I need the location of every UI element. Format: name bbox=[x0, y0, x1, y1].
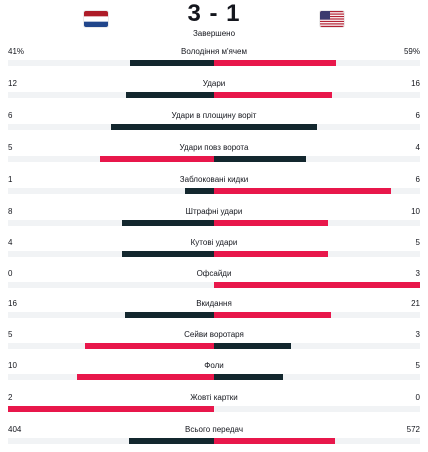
stat-row-goalkeeper-saves: 5 Сейви воротаря 3 bbox=[0, 330, 428, 352]
stat-label: Вкидання bbox=[196, 299, 232, 308]
away-stat-bar bbox=[214, 220, 329, 226]
away-stat-bar bbox=[214, 156, 306, 162]
stat-track bbox=[8, 312, 420, 318]
stat-row-possession: 41% Володіння м'ячем 59% bbox=[0, 47, 428, 69]
away-stat-value: 5 bbox=[415, 238, 420, 247]
away-stat-bar bbox=[214, 251, 329, 257]
home-stat-value: 1 bbox=[8, 175, 13, 184]
stat-track bbox=[8, 188, 420, 194]
home-stat-bar bbox=[99, 156, 214, 162]
home-stat-bar bbox=[184, 188, 214, 194]
stat-row-total-passes: 404 Всього передач 572 bbox=[0, 425, 428, 447]
stat-label: Всього передач bbox=[185, 425, 243, 434]
stat-row-shots: 12 Удари 16 bbox=[0, 79, 428, 101]
score-header: 3 - 1 Завершено bbox=[0, 0, 428, 44]
stat-label: Удари повз ворота bbox=[179, 143, 249, 152]
home-stat-bar bbox=[122, 220, 214, 226]
usa-flag-icon bbox=[320, 11, 344, 27]
match-score: 3 - 1 bbox=[187, 0, 241, 27]
stat-track bbox=[8, 92, 420, 98]
away-stat-value: 10 bbox=[411, 207, 420, 216]
stat-label: Офсайди bbox=[196, 269, 232, 278]
away-stat-bar bbox=[214, 438, 335, 444]
home-stat-bar bbox=[122, 251, 214, 257]
stat-row-corners: 4 Кутові удари 5 bbox=[0, 238, 428, 260]
stat-row-offsides: 0 Офсайди 3 bbox=[0, 269, 428, 291]
stat-row-shots-off-target: 5 Удари повз ворота 4 bbox=[0, 143, 428, 165]
home-stat-value: 4 bbox=[8, 238, 13, 247]
stat-row-blocked-shots: 1 Заблоковані кидки 6 bbox=[0, 175, 428, 197]
home-stat-bar bbox=[125, 92, 214, 98]
stat-track bbox=[8, 438, 420, 444]
home-stat-bar bbox=[76, 374, 214, 380]
stat-row-fouls: 10 Фоли 5 bbox=[0, 361, 428, 383]
away-stat-bar bbox=[214, 92, 332, 98]
away-stat-value: 16 bbox=[411, 79, 420, 88]
stat-label: Удари bbox=[202, 79, 226, 88]
home-stat-value: 8 bbox=[8, 207, 13, 216]
stat-row-shots-on-target: 6 Удари в площину воріт 6 bbox=[0, 111, 428, 133]
away-stat-value: 572 bbox=[406, 425, 420, 434]
match-status: Завершено bbox=[192, 29, 236, 38]
away-stat-bar bbox=[214, 188, 391, 194]
home-stat-value: 10 bbox=[8, 361, 17, 370]
stat-track bbox=[8, 343, 420, 349]
away-stat-bar bbox=[214, 282, 420, 288]
away-stat-value: 4 bbox=[415, 143, 420, 152]
stat-label: Фоли bbox=[204, 361, 224, 370]
stat-label: Володіння м'ячем bbox=[181, 47, 247, 56]
home-stat-value: 404 bbox=[8, 425, 22, 434]
home-stat-value: 6 bbox=[8, 111, 13, 120]
stat-label: Сейви воротаря bbox=[184, 330, 244, 339]
away-stat-value: 21 bbox=[411, 299, 420, 308]
home-stat-bar bbox=[85, 343, 214, 349]
stat-label: Удари в площину воріт bbox=[171, 111, 257, 120]
stat-label: Штрафні удари bbox=[185, 207, 243, 216]
stat-track bbox=[8, 251, 420, 257]
stat-track bbox=[8, 156, 420, 162]
stat-track bbox=[8, 124, 420, 130]
home-stat-value: 0 bbox=[8, 269, 13, 278]
away-stat-value: 5 bbox=[415, 361, 420, 370]
home-stat-value: 16 bbox=[8, 299, 17, 308]
home-stat-value: 2 bbox=[8, 393, 13, 402]
stat-label: Кутові удари bbox=[190, 238, 238, 247]
home-stat-bar bbox=[111, 124, 214, 130]
stat-label: Заблоковані кидки bbox=[179, 175, 249, 184]
home-stat-value: 12 bbox=[8, 79, 17, 88]
away-stat-bar bbox=[214, 343, 292, 349]
home-stat-value: 5 bbox=[8, 143, 13, 152]
away-stat-bar bbox=[214, 124, 317, 130]
stat-track bbox=[8, 282, 420, 288]
home-stat-bar bbox=[129, 60, 214, 66]
away-stat-bar bbox=[214, 374, 283, 380]
stat-label: Жовті картки bbox=[190, 393, 238, 402]
home-stat-bar bbox=[124, 312, 214, 318]
stat-track bbox=[8, 60, 420, 66]
away-stat-value: 6 bbox=[415, 175, 420, 184]
away-stat-value: 6 bbox=[415, 111, 420, 120]
away-stat-bar bbox=[214, 60, 336, 66]
stat-track bbox=[8, 220, 420, 226]
netherlands-flag-icon bbox=[84, 11, 108, 27]
away-stat-value: 3 bbox=[415, 330, 420, 339]
stat-row-yellow-cards: 2 Жовті картки 0 bbox=[0, 393, 428, 415]
away-stat-value: 59% bbox=[403, 47, 420, 56]
home-stat-bar bbox=[8, 406, 214, 412]
away-stat-value: 3 bbox=[415, 269, 420, 278]
home-stat-value: 5 bbox=[8, 330, 13, 339]
away-stat-value: 0 bbox=[415, 393, 420, 402]
stat-row-throw-ins: 16 Вкидання 21 bbox=[0, 299, 428, 321]
home-stat-bar bbox=[128, 438, 214, 444]
stat-track bbox=[8, 374, 420, 380]
home-stat-value: 41% bbox=[8, 47, 25, 56]
stat-track bbox=[8, 406, 420, 412]
stat-row-free-kicks: 8 Штрафні удари 10 bbox=[0, 207, 428, 229]
away-stat-bar bbox=[214, 312, 331, 318]
